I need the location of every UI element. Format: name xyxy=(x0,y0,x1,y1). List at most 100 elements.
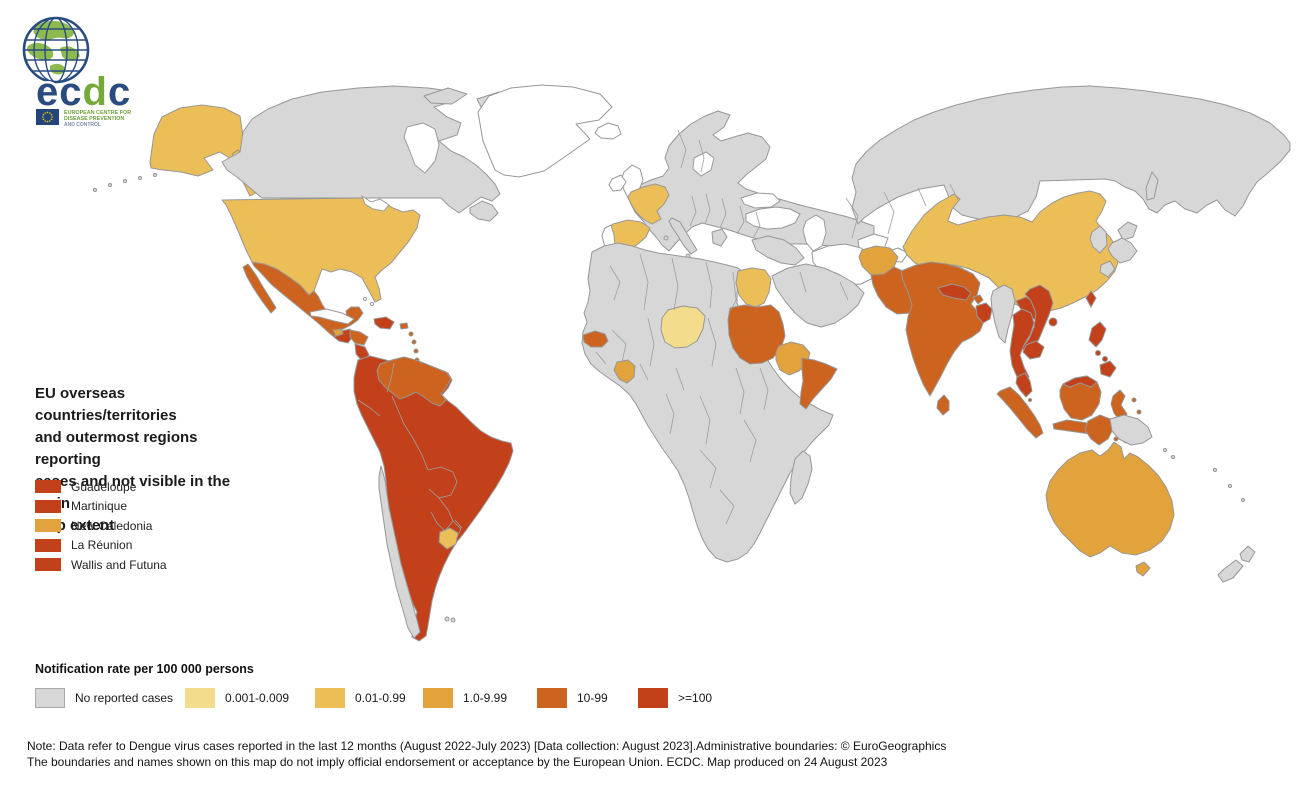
region-iraq-levant xyxy=(751,235,805,266)
sumatra-island xyxy=(996,386,1044,439)
country-singapore xyxy=(1028,398,1032,402)
region-europe xyxy=(627,110,875,253)
legend-swatch xyxy=(638,688,668,708)
country-new-zealand xyxy=(1217,559,1244,583)
country-taiwan xyxy=(1085,290,1097,308)
country-japan xyxy=(1099,260,1116,278)
overseas-territory-list: Guadeloupe Martinique New Caledonia La R… xyxy=(35,477,167,575)
legend-swatch xyxy=(315,688,345,708)
solomon-islands xyxy=(1162,447,1176,460)
list-item: Martinique xyxy=(35,497,167,517)
hudson-bay xyxy=(403,122,440,174)
country-hainan xyxy=(1048,317,1058,327)
map-notes: Note: Data refer to Dengue virus cases r… xyxy=(27,739,946,770)
legend-swatch xyxy=(185,688,215,708)
color-swatch xyxy=(35,538,61,552)
legend-label: 0.01-0.99 xyxy=(355,691,406,705)
legend-item: 0.001-0.009 xyxy=(185,687,289,709)
list-item: New Caledonia xyxy=(35,516,167,536)
country-bangladesh xyxy=(975,302,993,324)
country-jamaica xyxy=(332,328,344,337)
legend-title: Notification rate per 100 000 persons xyxy=(35,662,254,676)
legend-swatch xyxy=(537,688,567,708)
pacific-islands xyxy=(1212,467,1246,503)
moluccas-islands xyxy=(1131,397,1142,415)
region-south-america xyxy=(353,355,514,642)
sakhalin-island xyxy=(1145,171,1159,201)
country-papua-new-guinea xyxy=(1109,414,1153,446)
country-canada-maritimes xyxy=(469,200,499,222)
note-line-1: Note: Data refer to Dengue virus cases r… xyxy=(27,739,947,753)
country-india xyxy=(900,261,985,397)
country-italy xyxy=(668,217,698,255)
country-venezuela-guyanas xyxy=(376,356,452,407)
country-philippines xyxy=(1088,321,1107,348)
legend-item: 10-99 xyxy=(537,687,608,709)
org-name-line2: DISEASE PREVENTION xyxy=(64,116,124,122)
legend-label: 10-99 xyxy=(577,691,608,705)
country-somalia xyxy=(799,357,838,410)
sulawesi-island xyxy=(1110,389,1128,422)
sardinia xyxy=(663,235,669,241)
country-cote-divoire xyxy=(613,359,636,384)
country-usa xyxy=(221,197,421,303)
globe-icon xyxy=(22,16,90,84)
legend-label: No reported cases xyxy=(75,691,174,705)
country-madagascar xyxy=(789,450,813,505)
org-name-line1: EUROPEAN CENTRE FOR xyxy=(64,110,131,116)
country-uruguay xyxy=(438,527,459,550)
legend-label: 0.001-0.009 xyxy=(225,691,290,705)
country-greenland xyxy=(477,84,613,178)
country-senegal xyxy=(582,330,609,348)
bahamas xyxy=(362,296,375,307)
tasmania-island xyxy=(1135,561,1151,577)
territory-label: Guadeloupe xyxy=(71,479,137,494)
black-sea xyxy=(740,192,781,209)
country-thailand xyxy=(1009,308,1035,385)
country-philippines xyxy=(1102,356,1108,362)
country-france xyxy=(627,183,670,225)
legend-label: >=100 xyxy=(678,691,713,705)
country-iceland xyxy=(594,122,622,140)
aleutian-islands xyxy=(92,172,158,193)
country-honduras xyxy=(349,329,369,346)
legend-item: No reported cases xyxy=(35,687,173,709)
country-canada xyxy=(221,85,501,214)
ecdc-logo: ecdc EUROPEAN CENTRE FOR DISEASE PREVENT… xyxy=(16,10,156,130)
list-item: Guadeloupe xyxy=(35,477,167,497)
ecdc-wordmark: ecdc xyxy=(36,70,131,114)
country-nepal xyxy=(937,283,972,301)
country-malaysia xyxy=(1015,372,1033,398)
country-new-zealand xyxy=(1239,545,1256,563)
country-ireland xyxy=(608,174,627,192)
caspian-sea xyxy=(802,214,827,252)
country-korea xyxy=(1089,225,1108,254)
lesser-antilles xyxy=(408,331,420,363)
country-australia xyxy=(1045,441,1175,558)
country-japan xyxy=(1107,237,1138,264)
country-borders xyxy=(357,129,959,540)
country-mexico-baja xyxy=(242,263,277,314)
territory-label: La Réunion xyxy=(71,538,133,553)
country-egypt xyxy=(735,267,772,308)
territory-label: Martinique xyxy=(71,499,128,514)
territory-label: New Caledonia xyxy=(71,518,153,533)
region-arabia xyxy=(771,263,865,328)
country-chile xyxy=(378,465,421,639)
legend-swatch xyxy=(35,688,65,708)
legend-item: >=100 xyxy=(638,687,712,709)
country-myanmar xyxy=(990,284,1016,344)
country-cuba xyxy=(309,308,355,325)
falkland-islands xyxy=(444,616,456,623)
country-niger xyxy=(660,305,706,349)
country-mexico xyxy=(251,261,364,338)
new-guinea-west xyxy=(1084,414,1114,446)
country-hispaniola xyxy=(373,316,395,330)
legend: No reported cases 0.001-0.009 0.01-0.99 … xyxy=(0,687,1296,709)
great-lakes xyxy=(360,194,390,212)
baltic-sea xyxy=(692,151,715,177)
list-item: Wallis and Futuna xyxy=(35,555,167,575)
legend-swatch xyxy=(423,688,453,708)
